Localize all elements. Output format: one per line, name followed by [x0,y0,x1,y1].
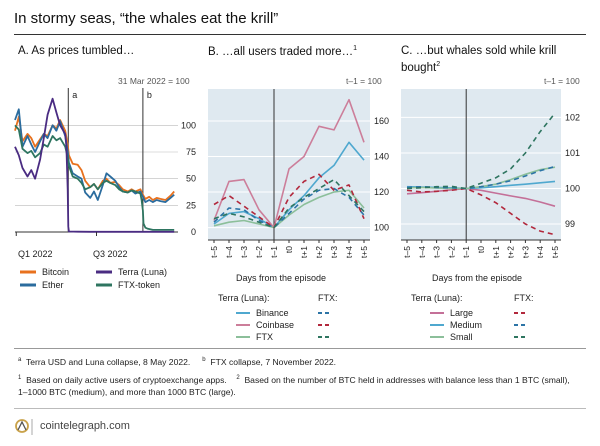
xtick-B-4: t–1 [269,246,279,258]
legend-c-head-terra: Terra (Luna): [411,293,463,303]
xtick-C-9: t+4 [535,246,545,258]
ytick-a-50: 50 [186,174,196,184]
series-B-3 [213,187,365,229]
xtick-C-1: t–4 [417,246,427,258]
xtick-a-0: Q1 2022 [18,249,53,259]
xtick-C-4: t–1 [461,246,471,258]
legend-c-large-label: Large [450,308,473,318]
cointelegraph-logo-icon [15,419,33,435]
panel-C-background [401,89,561,240]
legend-ftt-label: FTX-token [118,280,160,290]
xtick-B-2: t–3 [239,246,249,258]
panel-a-legend: Bitcoin Ether Terra (Luna) FTX-token [20,267,167,290]
ytick-a-100: 100 [181,120,196,130]
panel-c-title: C. …but whales sold while krill bought2 [401,45,557,74]
event-label-b: b [147,90,152,100]
ytick-B-120: 120 [374,187,389,197]
xtick-B-8: t+3 [329,246,339,258]
series-B-0 [213,141,365,229]
xtick-C-2: t–3 [432,246,442,258]
legend-ether-label: Ether [42,280,64,290]
footnote-sources: 1 Based on daily active users of cryptoe… [18,374,570,397]
ytick-a-25: 25 [186,200,196,210]
ytick-B-100: 100 [374,223,389,233]
series-C-4 [406,165,556,190]
series-B-1 [213,98,365,229]
ytick-a-0: 0 [191,227,196,237]
ytick-a-75: 75 [186,147,196,157]
legend-c-small-label: Small [450,332,473,342]
xtick-C-6: t+1 [491,246,501,258]
xtick-B-9: t+4 [344,246,354,258]
xtick-B-3: t–2 [254,246,264,258]
legend-luna-label: Terra (Luna) [118,267,167,277]
series-B-2 [213,189,365,229]
series-C-3 [406,187,556,236]
xtick-B-5: t0 [284,246,294,253]
xtick-B-1: t–4 [224,246,234,258]
panel-a-title: A. As prices tumbled… [18,45,135,57]
ytick-C-101: 101 [565,148,580,158]
xtick-C-7: t+2 [506,246,516,258]
series-C-0 [406,187,556,207]
xtick-a-1: Q3 2022 [93,249,128,259]
xtick-C-10: t+5 [550,246,560,258]
footer-rule [14,408,586,409]
xtick-B-10: t+5 [359,246,369,258]
notes-rule [14,348,586,349]
ytick-C-102: 102 [565,112,580,122]
footer-site[interactable]: cointelegraph.com [40,420,130,432]
xtick-C-0: t–5 [402,246,412,258]
xtick-B-0: t–5 [209,246,219,258]
panel-b-xlabel: Days from the episode [236,273,326,283]
ytick-B-140: 140 [374,152,389,162]
ytick-C-100: 100 [565,183,580,193]
xtick-C-5: t0 [476,246,486,253]
legend-c-head-ftx: FTX: [514,293,534,303]
legend-c-medium-label: Medium [450,320,482,330]
legend-b-head-ftx: FTX: [318,293,338,303]
series-C-5 [406,112,556,190]
xtick-B-6: t+1 [299,246,309,258]
ytick-B-160: 160 [374,116,389,126]
panel-b-legend: Terra (Luna): FTX: Binance Coinbase FTX [218,293,338,342]
legend-b-head-terra: Terra (Luna): [218,293,270,303]
legend-b-coinbase-label: Coinbase [256,320,294,330]
panel-b-subtitle: t–1 = 100 [346,76,382,86]
panel-c-legend: Terra (Luna): FTX: Large Medium Small [411,293,534,342]
panel-c-subtitle: t–1 = 100 [544,76,580,86]
legend-bitcoin-label: Bitcoin [42,267,69,277]
figure-title: In stormy seas, “the whales eat the kril… [14,10,279,27]
xtick-B-7: t+2 [314,246,324,258]
title-rule [14,34,586,35]
xtick-C-8: t+3 [520,246,530,258]
legend-b-binance-label: Binance [256,308,289,318]
xtick-C-3: t–2 [446,246,456,258]
panel-b-title: B. …all users traded more…1 [208,45,357,58]
panel-a-subtitle: 31 Mar 2022 = 100 [118,76,190,86]
ytick-C-99: 99 [565,219,575,229]
footnote-events: a Terra USD and Luna collapse, 8 May 202… [18,356,337,367]
event-label-a: a [72,90,77,100]
series-B-4 [213,173,365,229]
panel-c-xlabel: Days from the episode [432,273,522,283]
series-a-luna [14,97,175,233]
series-a-ether [14,108,175,204]
legend-b-ftx-label: FTX [256,332,273,342]
series-B-5 [213,178,365,229]
